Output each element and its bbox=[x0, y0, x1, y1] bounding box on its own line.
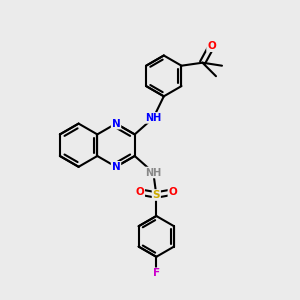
Text: NH: NH bbox=[145, 113, 161, 123]
Text: N: N bbox=[112, 118, 120, 129]
Text: NH: NH bbox=[145, 167, 161, 178]
Text: F: F bbox=[153, 268, 160, 278]
Text: O: O bbox=[168, 187, 177, 197]
Text: O: O bbox=[135, 187, 144, 197]
Text: O: O bbox=[207, 41, 216, 51]
Text: S: S bbox=[153, 190, 160, 200]
Text: N: N bbox=[112, 162, 120, 172]
